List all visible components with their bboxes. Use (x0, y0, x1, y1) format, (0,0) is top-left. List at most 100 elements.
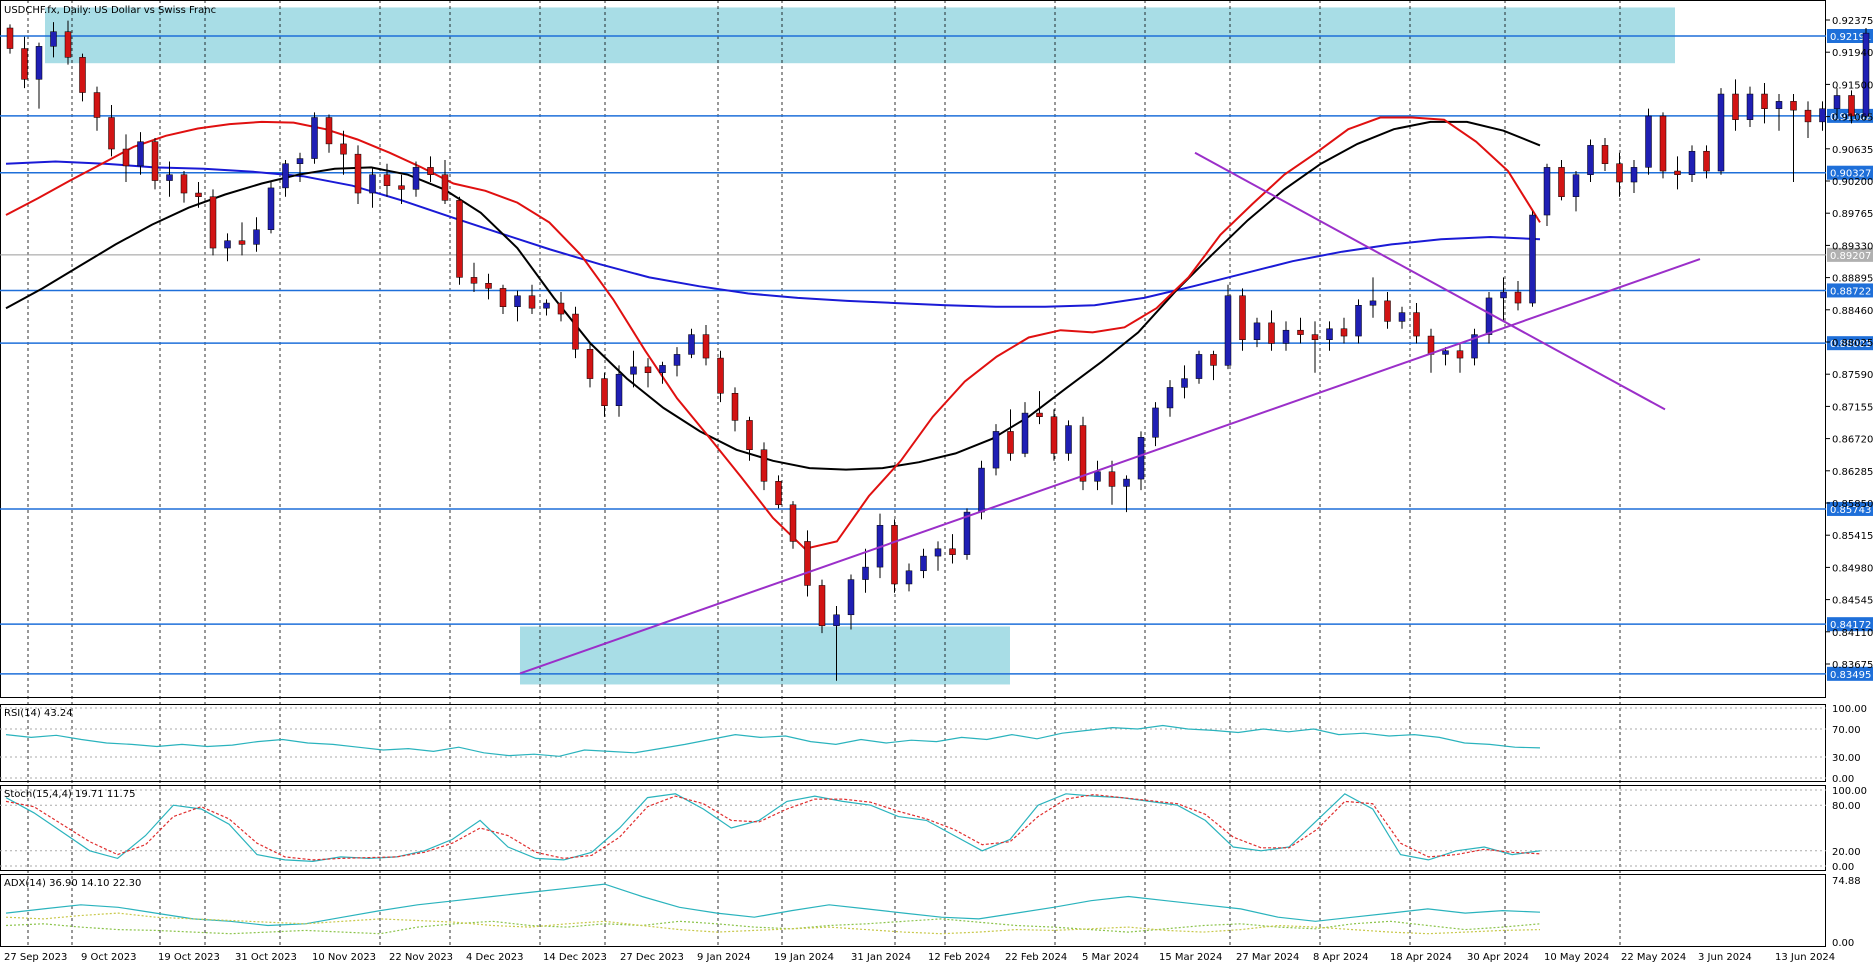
rsi-tick-label: 100.00 (1832, 704, 1867, 715)
price-tick-label: 0.91065 (1832, 113, 1873, 124)
candle-body (195, 192, 202, 197)
candle-body (1572, 174, 1580, 197)
candle-body (412, 167, 420, 190)
price-tick-label: 0.90635 (1832, 145, 1873, 156)
candle-body (325, 117, 333, 145)
date-tick-label: 27 Dec 2023 (620, 952, 684, 963)
level-tag (1827, 666, 1873, 681)
candle-body (833, 614, 840, 627)
candle-body (1717, 93, 1725, 172)
adx-plus-line (5, 918, 1541, 935)
current-price-label: 0.89207 (1830, 251, 1871, 262)
candle-body (1833, 95, 1841, 109)
candle-body (586, 349, 594, 379)
price-tick-label: 0.86285 (1832, 467, 1873, 478)
stoch-tick-label: 20.00 (1832, 847, 1861, 858)
candle-body (818, 585, 826, 627)
rsi-title: RSI(14) 43.24 (4, 708, 73, 719)
candle-body (456, 200, 463, 278)
level-tag (1827, 28, 1873, 43)
adx-panel[interactable] (0, 874, 1826, 947)
price-tick-label: 0.91940 (1832, 48, 1873, 59)
adx-tick-label: 74.88 (1832, 876, 1861, 887)
support-trendline (519, 258, 1701, 675)
candle-body (354, 153, 362, 194)
candle-body (1630, 167, 1638, 183)
candle-body (1282, 329, 1290, 344)
candle-body (79, 57, 86, 93)
date-tick-label: 5 Mar 2024 (1082, 952, 1139, 963)
price-tick-label: 0.88025 (1832, 338, 1873, 349)
candle-body (1355, 305, 1362, 337)
candle-body (499, 288, 507, 307)
candle-body (1790, 101, 1797, 111)
date-tick-label: 31 Oct 2023 (235, 952, 297, 963)
date-tick-label: 9 Oct 2023 (81, 952, 136, 963)
date-tick-label: 3 Jun 2024 (1698, 952, 1752, 963)
candle-body (557, 302, 565, 315)
date-tick-label: 13 Jun 2024 (1775, 952, 1835, 963)
candle-body (1848, 95, 1855, 117)
candle-body (1021, 412, 1029, 454)
candle-body (1427, 335, 1435, 355)
candle-body (253, 229, 260, 245)
stoch-panel[interactable] (0, 785, 1826, 871)
candle-body (1645, 115, 1652, 168)
candle-body (1239, 295, 1246, 340)
candle-body (1369, 300, 1377, 306)
level-tag (1827, 501, 1873, 516)
price-tick-label: 0.91500 (1832, 80, 1873, 91)
level-label: 0.84172 (1830, 620, 1871, 631)
candle-body (441, 174, 449, 201)
candle-body (760, 449, 768, 482)
candle-body (1558, 167, 1565, 197)
date-tick-label: 10 Nov 2023 (312, 952, 376, 963)
candle-body (731, 393, 739, 421)
candle-body (514, 295, 521, 307)
candle-body (1674, 170, 1681, 175)
candle-body (1297, 329, 1304, 335)
candle-body (137, 141, 144, 167)
candle-body (1065, 425, 1072, 454)
date-tick-label: 19 Oct 2023 (158, 952, 220, 963)
candle-body (398, 185, 405, 190)
date-tick-label: 15 Mar 2024 (1159, 952, 1222, 963)
candle-body (1746, 93, 1754, 120)
rsi-panel[interactable] (0, 704, 1826, 782)
candle-body (1616, 163, 1623, 183)
candle-body (1413, 312, 1420, 337)
candle-body (905, 570, 913, 585)
candle-body (688, 334, 695, 355)
candle-body (644, 366, 652, 373)
candle-body (1732, 93, 1739, 120)
candle-body (920, 555, 927, 572)
candle-body (1543, 167, 1551, 216)
date-tick-label: 30 Apr 2024 (1467, 952, 1529, 963)
price-tick-label: 0.89330 (1832, 241, 1873, 252)
candle-body (702, 334, 710, 359)
candle-body (238, 240, 246, 245)
adx-main-line (5, 883, 1541, 927)
level-tag (1827, 336, 1873, 351)
candle-body (601, 378, 608, 406)
level-tag (1827, 283, 1873, 298)
candle-body (1471, 334, 1478, 359)
candle-body (1442, 350, 1449, 355)
candle-body (1601, 145, 1609, 164)
candle-body (543, 302, 550, 309)
level-tag (1827, 617, 1873, 632)
level-label: 0.88003 (1830, 339, 1871, 350)
date-tick-label: 8 Apr 2024 (1313, 952, 1368, 963)
price-tick-label: 0.89765 (1832, 209, 1873, 220)
candle-body (369, 174, 376, 194)
candle-body (6, 27, 14, 49)
candle-body (1108, 471, 1116, 487)
candle-body (978, 467, 985, 513)
price-tick-label: 0.92375 (1832, 16, 1873, 27)
price-panel[interactable] (0, 0, 1826, 698)
candle-body (108, 117, 115, 150)
candle-body (1485, 297, 1493, 335)
candle-body (1094, 471, 1101, 482)
